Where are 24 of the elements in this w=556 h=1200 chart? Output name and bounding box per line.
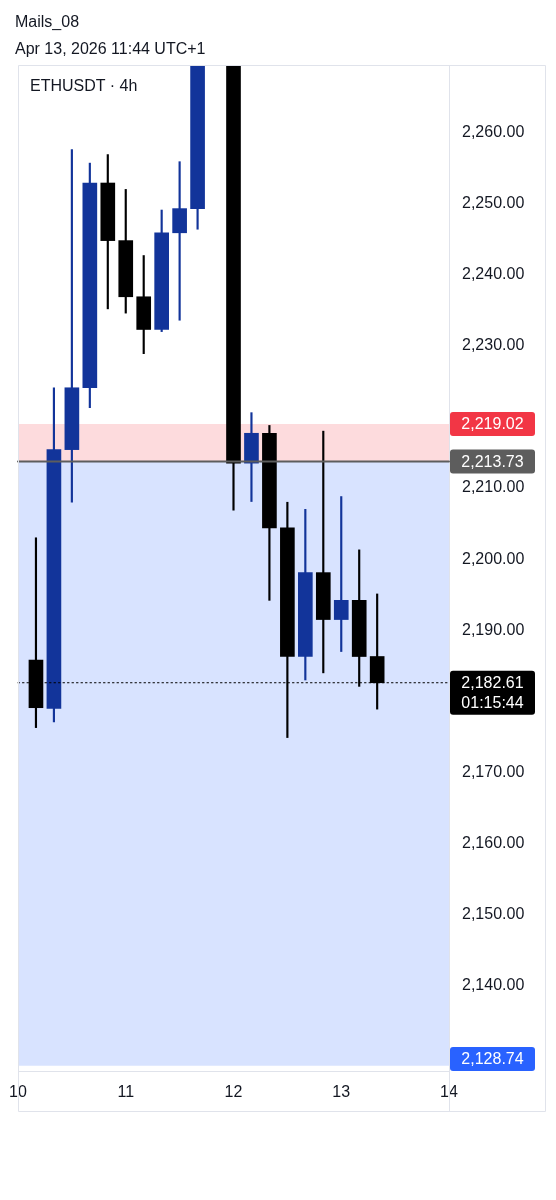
y-tick-label: 2,140.00 <box>462 976 525 994</box>
x-tick-label: 10 <box>9 1083 27 1101</box>
x-tick-label: 12 <box>224 1083 243 1101</box>
band-label: 2,128.74 <box>461 1050 524 1068</box>
y-tick-label: 2,230.00 <box>462 336 525 354</box>
x-tick-label: 14 <box>440 1083 458 1101</box>
ref-line-label: 2,182.61 01:15:44 <box>461 674 524 712</box>
y-tick-label: 2,260.00 <box>462 122 525 140</box>
chart-subtitle: Apr 13, 2026 11:44 UTC+1 <box>15 39 207 59</box>
x-tick-label: 11 <box>117 1083 135 1101</box>
y-tick-label: 2,150.00 <box>462 905 525 922</box>
band-label: 2,219.02 <box>461 415 524 433</box>
y-tick-label: 2,240.00 <box>462 265 525 283</box>
annotation: ETHUSDT · 4h <box>30 77 138 95</box>
y-tick-label: 2,190.00 <box>462 620 525 638</box>
x-tick-label: 13 <box>332 1083 351 1101</box>
chart-title: Mails_08 <box>15 12 81 32</box>
y-tick-label: 2,160.00 <box>462 833 525 851</box>
y-tick-label: 2,210.00 <box>462 478 525 496</box>
y-tick-label: 2,170.00 <box>462 762 525 780</box>
y-tick-label: 2,250.00 <box>462 194 525 212</box>
y-tick-label: 2,200.00 <box>462 549 525 567</box>
ref-line-label: 2,213.73 <box>461 452 524 470</box>
candlestick <box>244 412 259 502</box>
